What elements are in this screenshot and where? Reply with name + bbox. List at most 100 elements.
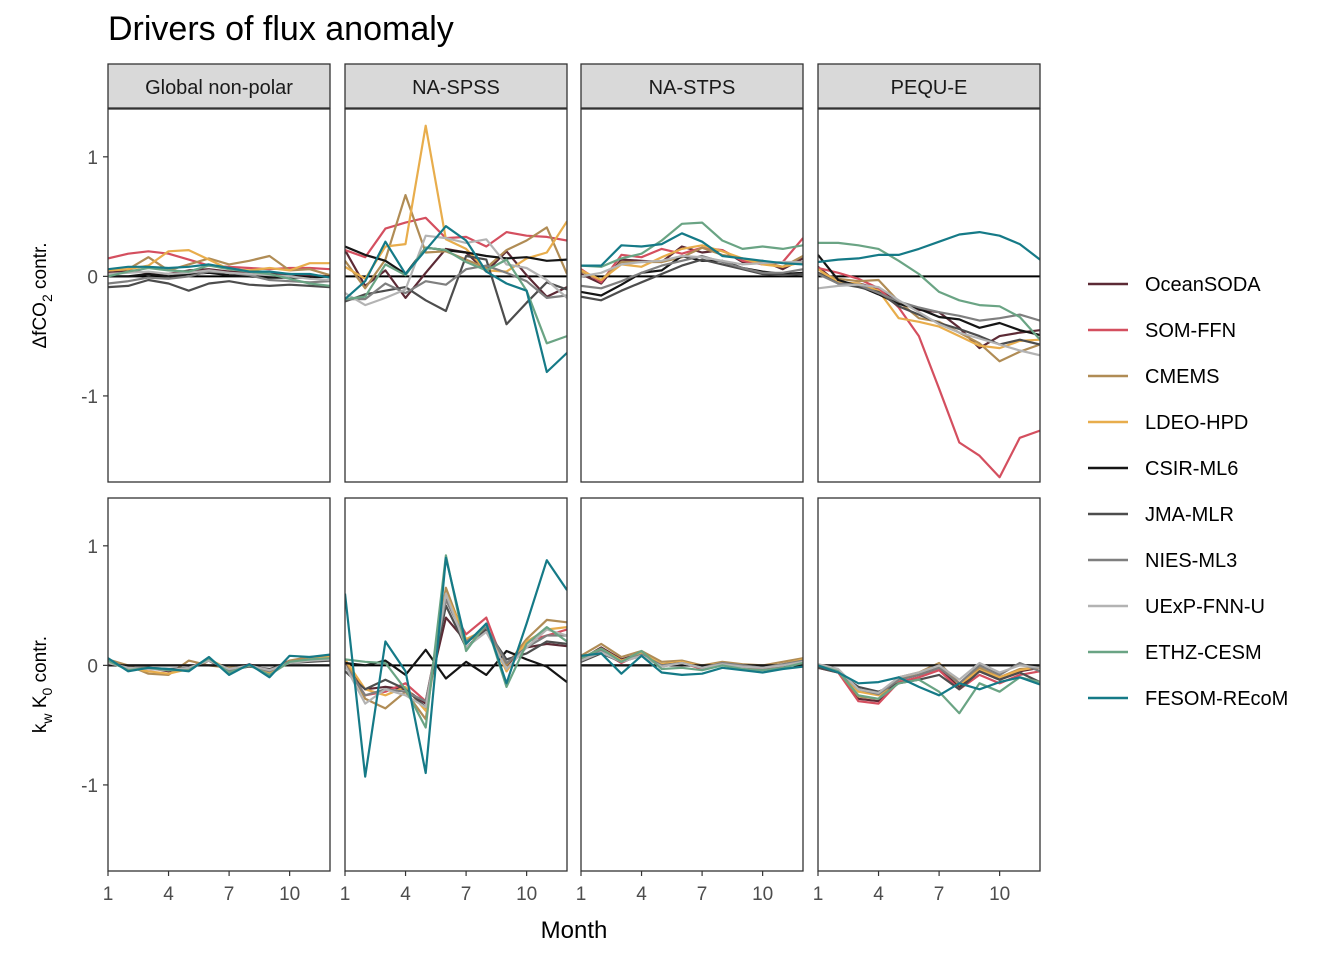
row-axis-label: ΔfCO2 contr. (30, 242, 55, 348)
series-line-ldeo-hpd (345, 592, 567, 712)
series-line-cmems (818, 271, 1040, 363)
series-line-fesom-recom (581, 652, 803, 677)
legend-item-oceansoda: OceanSODA (1088, 274, 1261, 296)
series-line-ldeo-hpd (581, 244, 803, 282)
series-line-som-ffn (818, 266, 1040, 479)
series-line-uexp-fnn-u (818, 283, 1040, 357)
panel-background (581, 109, 803, 482)
facet-strip-background (107, 63, 331, 109)
legend-label: ETHZ-CESM (1145, 642, 1262, 664)
series-line-jma-mlr (345, 604, 567, 709)
x-tick-label: 4 (636, 884, 647, 905)
legend-item-ldeo-hpd: LDEO-HPD (1088, 412, 1248, 434)
x-tick-label: 10 (989, 884, 1010, 905)
panel-border (344, 497, 568, 872)
legend-label: CMEMS (1145, 366, 1219, 388)
panel-background (818, 109, 1040, 482)
x-tick-label: 4 (873, 884, 884, 905)
legend-label: NIES-ML3 (1145, 550, 1237, 572)
facet-panel-r2-pequ-e: 1 4 7 10 (813, 497, 1041, 905)
series-group (581, 642, 803, 677)
series-line-jma-mlr (581, 258, 803, 302)
series-line-som-ffn (345, 216, 567, 259)
x-tick-label: 7 (697, 884, 708, 905)
facet-panel-r2-global-non-polar: -1 0 1 1 4 7 10 (81, 497, 331, 905)
legend-item-ethz-cesm: ETHZ-CESM (1088, 642, 1262, 664)
series-line-fesom-recom (108, 263, 330, 279)
legend-item-fesom-recom: FESOM-REcoM (1088, 688, 1288, 710)
series-line-nies-ml3 (345, 264, 567, 301)
x-axis-title: Month (541, 917, 608, 944)
series-line-uexp-fnn-u (345, 592, 567, 709)
series-line-uexp-fnn-u (818, 661, 1040, 695)
panel-background (581, 498, 803, 871)
legend-label: FESOM-REcoM (1145, 688, 1288, 710)
series-line-ethz-cesm (818, 241, 1040, 341)
row-axis-label-part: 0 (39, 687, 55, 695)
row-axis-label-part: k (30, 723, 51, 733)
chart-title: Drivers of flux anomaly (108, 10, 454, 48)
legend-label: UExP-FNN-U (1145, 596, 1265, 618)
legend-item-csir-ml6: CSIR-ML6 (1088, 458, 1238, 480)
y-tick-label: 1 (87, 148, 98, 169)
series-line-fesom-recom (345, 556, 567, 778)
series-line-uexp-fnn-u (108, 269, 330, 282)
x-tick-label: 10 (516, 884, 537, 905)
legend-item-uexp-fnn-u: UExP-FNN-U (1088, 596, 1265, 618)
panel-border (817, 108, 1041, 483)
legend-label: SOM-FFN (1145, 320, 1236, 342)
series-group (345, 124, 567, 374)
facet-panel-r2-na-spss: 1 4 7 10 (340, 497, 568, 905)
panel-border (107, 108, 331, 483)
legend-item-jma-mlr: JMA-MLR (1088, 504, 1234, 526)
series-line-ethz-cesm (345, 246, 567, 345)
series-line-fesom-recom (818, 231, 1040, 264)
facet-strip-label: NA-SPSS (412, 77, 500, 99)
facet-strip-label: PEQU-E (891, 77, 968, 99)
panel-border (107, 497, 331, 872)
series-group (818, 661, 1040, 715)
facet-strip-background (344, 63, 568, 109)
x-tick-label: 1 (576, 884, 587, 905)
x-tick-label: 7 (934, 884, 945, 905)
facet-panel-r1-na-stps (580, 108, 804, 483)
panel-background (108, 498, 330, 871)
facet-strip: Global non-polar (107, 63, 331, 109)
panel-border (344, 108, 568, 483)
y-tick-label: 1 (87, 537, 98, 558)
facet-strip: NA-STPS (580, 63, 804, 109)
x-tick-label: 7 (461, 884, 472, 905)
facet-panel-r2-na-stps: 1 4 7 10 (576, 497, 804, 905)
x-tick-label: 4 (400, 884, 411, 905)
legend-item-som-ffn: SOM-FFN (1088, 320, 1236, 342)
row-axis-label-part: w (39, 713, 55, 725)
series-line-ethz-cesm (818, 664, 1040, 715)
series-line-uexp-fnn-u (581, 254, 803, 278)
series-group (818, 231, 1040, 479)
series-line-ldeo-hpd (818, 268, 1040, 350)
legend-label: LDEO-HPD (1145, 412, 1248, 434)
row-labels: ΔfCO2 contr.kw K0 contr. (30, 242, 55, 733)
x-tick-label: 1 (813, 884, 824, 905)
facet-panel-r1-na-spss (344, 108, 568, 483)
legend-label: OceanSODA (1145, 274, 1261, 296)
panel-background (345, 498, 567, 871)
facet-strip: PEQU-E (817, 63, 1041, 109)
panel-background (108, 109, 330, 482)
x-tick-label: 1 (340, 884, 351, 905)
legend-label: CSIR-ML6 (1145, 458, 1238, 480)
facet-strip-background (817, 63, 1041, 109)
series-group (345, 554, 567, 778)
series-group (108, 653, 330, 679)
series-line-oceansoda (345, 616, 567, 705)
series-line-csir-ml6 (345, 245, 567, 276)
y-tick-label: -1 (81, 776, 98, 797)
series-line-fesom-recom (581, 232, 803, 267)
series-line-uexp-fnn-u (345, 234, 567, 307)
x-tick-label: 4 (163, 884, 174, 905)
legend-item-cmems: CMEMS (1088, 366, 1219, 388)
facet-strip: NA-SPSS (344, 63, 568, 109)
series-line-fesom-recom (108, 653, 330, 679)
row-axis-label-part: contr. (30, 242, 51, 294)
